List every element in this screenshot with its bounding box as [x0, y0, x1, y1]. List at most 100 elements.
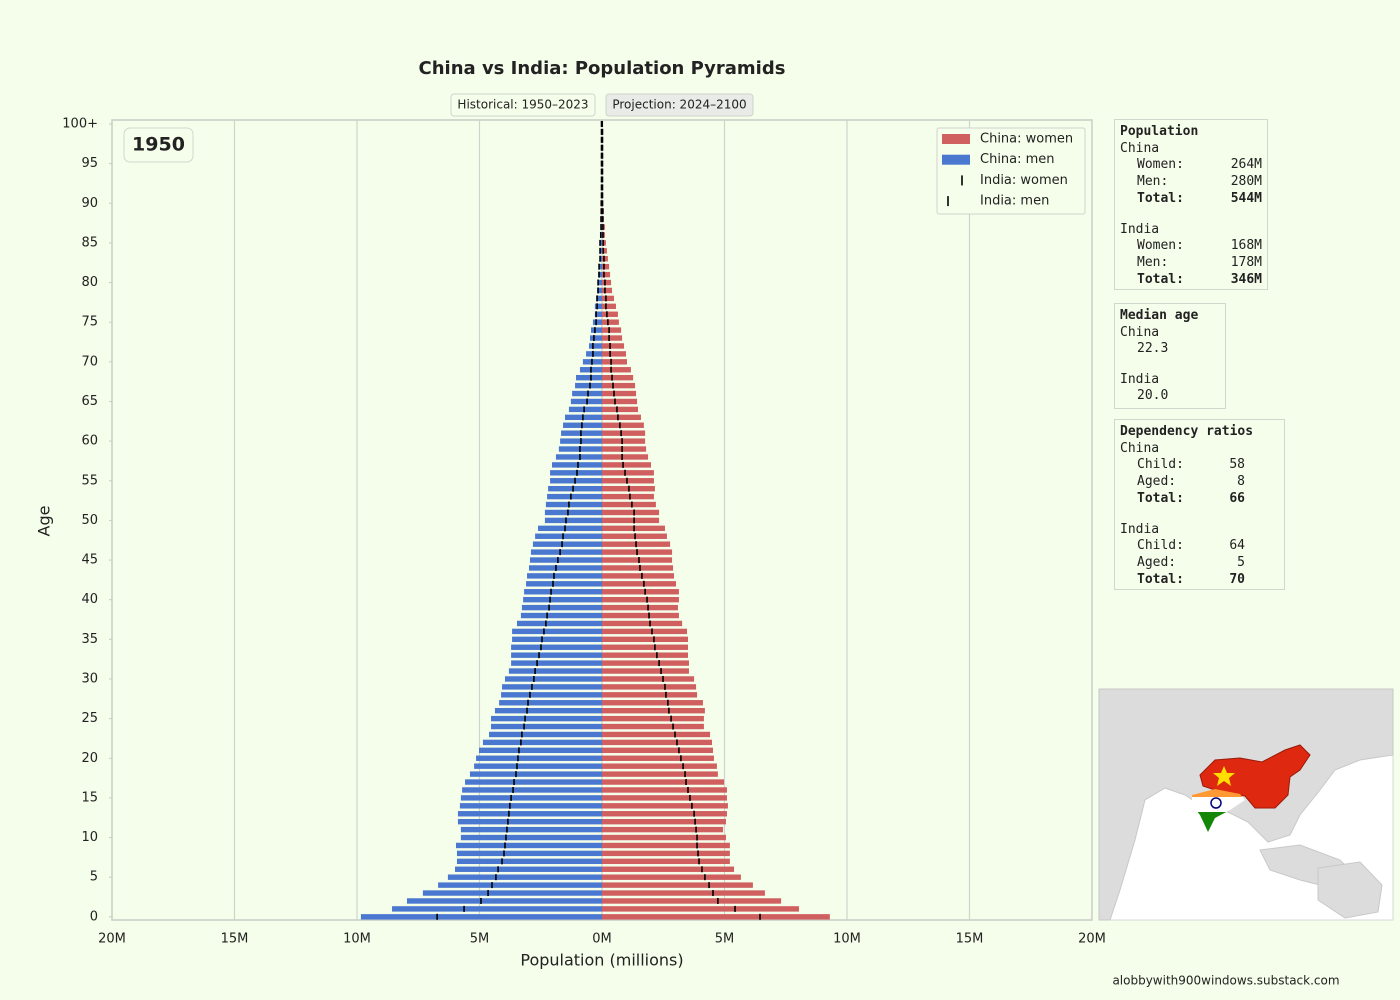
bar	[532, 541, 602, 547]
stat-label: Men:	[1137, 254, 1169, 270]
group-name: China	[1120, 324, 1160, 340]
panel-group: China Child: 58 Aged: 8 Total: 66	[1120, 441, 1279, 508]
bar	[460, 834, 602, 841]
bar	[590, 327, 602, 333]
bar	[602, 478, 654, 484]
bar	[597, 287, 602, 294]
stat-label: Aged:	[1137, 473, 1177, 489]
mode-button[interactable]	[450, 93, 596, 117]
chart-title: China vs India: Population Pyramids	[419, 58, 786, 79]
bar	[360, 914, 602, 920]
bar	[545, 501, 602, 508]
bar	[457, 811, 602, 817]
bar	[602, 501, 656, 508]
y-tick-label: 0	[90, 909, 98, 924]
stat-label: Women:	[1137, 157, 1184, 172]
bar	[456, 858, 602, 865]
group-name: India	[1120, 371, 1160, 387]
bar	[457, 818, 602, 825]
bar	[555, 454, 602, 460]
bar	[576, 374, 602, 381]
bar	[599, 263, 602, 270]
bar	[602, 390, 637, 397]
bar	[528, 565, 602, 571]
legend-label: China: women	[980, 132, 1073, 147]
mode-button-label[interactable]: Projection: 2024–2100	[612, 98, 746, 112]
bar	[596, 295, 602, 302]
y-tick-label: 60	[81, 434, 98, 449]
bar	[602, 319, 619, 325]
bar	[600, 248, 602, 254]
bar	[602, 271, 611, 278]
x-tick-label: 10M	[343, 932, 371, 947]
bar	[516, 620, 602, 627]
bar	[594, 311, 602, 317]
mode-button[interactable]	[605, 93, 754, 117]
bar	[602, 723, 704, 730]
stat-value: 70	[1229, 572, 1245, 587]
stat-label: Men:	[1137, 173, 1169, 189]
stat-row: Child: 58	[1120, 457, 1279, 474]
panel-group: India 20.0	[1120, 372, 1220, 405]
stat-row: Total: 70	[1120, 572, 1279, 589]
bar	[602, 596, 679, 603]
bar	[602, 589, 679, 595]
bar	[550, 470, 602, 476]
bar	[602, 858, 730, 865]
india-band	[1192, 797, 1245, 812]
bar	[548, 485, 602, 492]
bar	[602, 287, 613, 294]
stat-value: 346M	[1230, 272, 1262, 287]
panel-title: Median age	[1120, 308, 1199, 323]
y-tick-label: 15	[81, 790, 98, 805]
bar	[602, 303, 616, 310]
stat-row: Women: 168M	[1120, 238, 1262, 255]
bar	[602, 676, 695, 682]
bar	[602, 462, 651, 468]
stat-row: 20.0	[1120, 388, 1220, 405]
bar	[602, 731, 711, 738]
stat-value: 22.3	[1137, 341, 1169, 356]
y-tick-label: 45	[81, 553, 98, 568]
stat-value: 64	[1229, 538, 1245, 553]
mode-button-label[interactable]: Historical: 1950–2023	[457, 98, 588, 112]
stat-value: 8	[1237, 473, 1245, 489]
stat-value: 58	[1229, 457, 1245, 472]
bar	[602, 803, 728, 809]
bar	[523, 596, 602, 603]
year-badge: 1950	[132, 134, 185, 156]
bar	[526, 581, 602, 587]
bar	[602, 367, 631, 373]
bar	[602, 279, 612, 286]
bar	[602, 604, 678, 611]
stat-value: 20.0	[1137, 388, 1169, 403]
bar	[602, 818, 726, 825]
china-star	[1213, 766, 1235, 786]
bar	[602, 692, 698, 698]
bar	[602, 795, 727, 801]
bar	[602, 644, 688, 650]
legend-label: India: men	[980, 194, 1049, 209]
bar	[469, 771, 602, 777]
bar	[602, 652, 688, 658]
bar	[602, 493, 654, 500]
bar	[602, 256, 608, 262]
bar	[482, 739, 602, 746]
stat-row: Total: 544M	[1120, 191, 1262, 208]
y-tick-label: 95	[81, 156, 98, 171]
bar	[602, 573, 675, 579]
bar	[602, 263, 610, 270]
legend-swatch	[942, 134, 970, 144]
bar	[511, 652, 602, 658]
bar	[455, 842, 602, 849]
stat-row: Women: 264M	[1120, 157, 1262, 174]
stat-label: Total:	[1137, 272, 1184, 287]
y-tick-label: 80	[81, 275, 98, 290]
bar	[474, 763, 602, 769]
x-tick-label: 5M	[470, 932, 490, 947]
group-name: China	[1120, 440, 1160, 456]
bar	[460, 795, 602, 801]
stat-row: 22.3	[1120, 341, 1220, 358]
